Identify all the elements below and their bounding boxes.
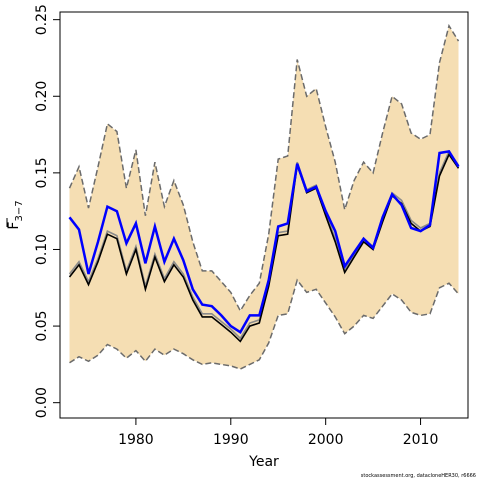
y-axis-title-sub: 3−7	[14, 200, 25, 221]
credit-text: stockassessment.org, datacloneHER30, r66…	[361, 473, 476, 479]
y-tick-label: 0.05	[34, 311, 50, 342]
x-axis-title: Year	[248, 454, 279, 470]
y-tick-label: 0.00	[34, 387, 50, 418]
y-tick-label: 0.15	[34, 157, 50, 188]
confidence-band-layer	[68, 23, 460, 370]
y-tick-label: 0.25	[34, 4, 50, 35]
y-tick-label: 0.20	[34, 81, 50, 112]
y-tick-label: 0.10	[34, 234, 50, 265]
upper-bound-line	[68, 23, 460, 313]
svg-text:F3−7: F3−7	[6, 200, 25, 229]
x-axis: 1980 1990 2000 2010	[118, 418, 438, 448]
x-tick-label: 1990	[213, 432, 249, 448]
plot-frame	[59, 11, 469, 419]
x-tick-label: 2000	[308, 432, 344, 448]
y-axis: 0.00 0.05 0.10 0.15 0.20 0.25	[34, 4, 60, 418]
y-axis-title-main: F	[6, 222, 22, 230]
y-axis-title: F3−7	[6, 200, 25, 229]
estimate-line-blue	[68, 150, 460, 334]
x-tick-label: 1980	[118, 432, 154, 448]
x-tick-label: 2010	[403, 432, 439, 448]
lower-bound-line	[69, 278, 460, 370]
confidence-band	[69, 25, 459, 370]
series-line-layer	[68, 149, 460, 343]
